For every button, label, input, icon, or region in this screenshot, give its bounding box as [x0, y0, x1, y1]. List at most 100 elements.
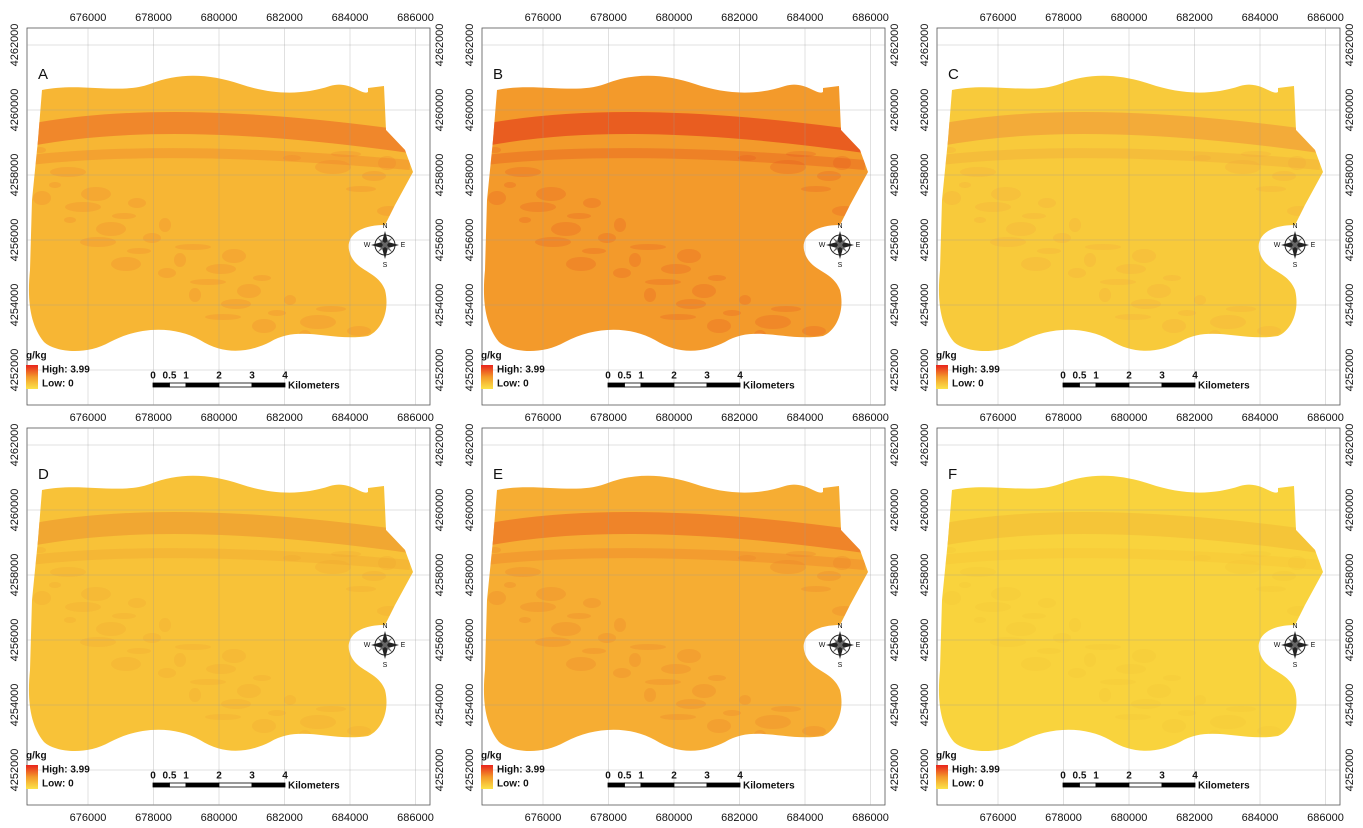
legend-high: High: 3.99 — [952, 765, 1000, 776]
texture-patch — [80, 637, 116, 647]
y-tick-label: 4252000 — [919, 349, 931, 392]
texture-patch — [1084, 653, 1096, 667]
scale-unit: Kilometers — [743, 781, 795, 792]
scale-segment — [153, 783, 170, 787]
scale-label: 3 — [704, 771, 710, 782]
x-tick-label: 678000 — [590, 412, 627, 424]
texture-patch — [268, 310, 286, 316]
texture-patch — [1132, 249, 1156, 263]
texture-patch — [49, 182, 61, 188]
legend-unit: g/kg — [481, 751, 502, 762]
compass-n: N — [837, 223, 842, 230]
texture-patch — [1022, 613, 1046, 619]
scale-segment — [1096, 383, 1129, 387]
scale-label: 2 — [216, 771, 222, 782]
x-tick-label: 676000 — [70, 812, 107, 824]
texture-patch — [723, 710, 741, 716]
scale-unit: Kilometers — [1198, 781, 1250, 792]
y-tick-label: 4258000 — [434, 554, 446, 597]
x-tick-label: 680000 — [201, 12, 238, 24]
texture-patch — [143, 633, 161, 643]
texture-patch — [174, 253, 186, 267]
y-tick-label: 4258000 — [464, 154, 476, 197]
y-tick-label: 4252000 — [434, 349, 446, 392]
texture-patch — [676, 699, 706, 709]
y-tick-label: 4258000 — [919, 154, 931, 197]
texture-patch — [1021, 657, 1051, 671]
compass-s: S — [383, 662, 388, 669]
texture-patch — [974, 217, 986, 223]
y-tick-label: 4256000 — [919, 219, 931, 262]
y-tick-label: 4252000 — [889, 749, 901, 792]
texture-patch — [159, 618, 171, 632]
texture-patch — [582, 648, 606, 654]
x-tick-label: 676000 — [980, 412, 1017, 424]
texture-patch — [33, 191, 51, 205]
texture-patch — [316, 706, 346, 712]
x-tick-label: 678000 — [590, 812, 627, 824]
x-tick-label: 680000 — [1111, 12, 1148, 24]
compass-s: S — [838, 662, 843, 669]
map-panel: 6760006780006800006820006840006860004252… — [919, 12, 1356, 405]
x-tick-label: 676000 — [70, 12, 107, 24]
x-tick-label: 680000 — [1111, 412, 1148, 424]
y-tick-label: 4258000 — [434, 154, 446, 197]
texture-patch — [1193, 555, 1211, 561]
y-tick-label: 4260000 — [434, 489, 446, 532]
y-tick-label: 4254000 — [9, 284, 21, 327]
x-tick-label: 684000 — [787, 812, 824, 824]
texture-patch — [505, 567, 541, 577]
y-tick-label: 4256000 — [464, 219, 476, 262]
x-tick-label: 682000 — [266, 412, 303, 424]
texture-patch — [1162, 319, 1186, 333]
texture-patch — [221, 299, 251, 309]
legend-low: Low: 0 — [952, 779, 984, 790]
texture-patch — [990, 637, 1026, 647]
x-tick-label: 684000 — [1242, 12, 1279, 24]
y-tick-label: 4258000 — [1344, 154, 1356, 197]
x-tick-label: 680000 — [1111, 812, 1148, 824]
y-tick-label: 4260000 — [889, 489, 901, 532]
texture-patch — [128, 198, 146, 208]
texture-patch — [1069, 218, 1081, 232]
scale-label: 0 — [150, 771, 156, 782]
x-tick-label: 686000 — [852, 812, 889, 824]
scale-label: 2 — [1126, 771, 1132, 782]
y-tick-label: 4256000 — [1344, 219, 1356, 262]
texture-patch — [567, 613, 591, 619]
texture-patch — [630, 244, 666, 250]
texture-patch — [960, 167, 996, 177]
x-tick-label: 680000 — [201, 412, 238, 424]
y-tick-label: 4254000 — [919, 684, 931, 727]
legend-unit: g/kg — [936, 351, 957, 362]
texture-patch — [1241, 551, 1271, 557]
texture-patch — [111, 657, 141, 671]
x-tick-label: 684000 — [332, 812, 369, 824]
scale-label: 2 — [671, 371, 677, 382]
texture-patch — [1178, 310, 1196, 316]
legend-high: High: 3.99 — [497, 365, 545, 376]
texture-patch — [34, 547, 46, 553]
texture-patch — [1210, 715, 1246, 729]
texture-patch — [833, 556, 851, 570]
texture-patch — [112, 613, 136, 619]
texture-patch — [1225, 560, 1261, 574]
texture-patch — [739, 695, 751, 705]
texture-patch — [190, 679, 226, 685]
scale-label: 0.5 — [618, 371, 632, 382]
texture-patch — [567, 213, 591, 219]
texture-patch — [205, 714, 241, 720]
compass-e: E — [1311, 642, 1316, 649]
y-tick-label: 4258000 — [889, 554, 901, 597]
texture-patch — [331, 551, 361, 557]
scale-label: 3 — [704, 371, 710, 382]
texture-patch — [676, 299, 706, 309]
compass-s: S — [1293, 262, 1298, 269]
texture-patch — [1100, 679, 1136, 685]
texture-patch — [34, 147, 46, 153]
texture-patch — [832, 606, 856, 616]
texture-patch — [362, 571, 386, 581]
x-tick-label: 676000 — [980, 812, 1017, 824]
scale-label: 2 — [216, 371, 222, 382]
texture-patch — [708, 275, 726, 281]
